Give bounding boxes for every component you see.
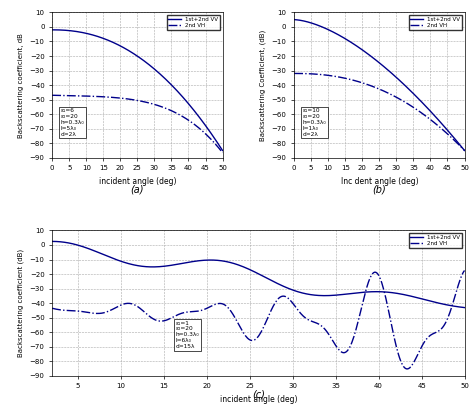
Text: ε₁=6
ε₂=20
h=0.3λ₀
l=5λ₀
d=2λ: ε₁=6 ε₂=20 h=0.3λ₀ l=5λ₀ d=2λ [61,108,84,137]
Text: ε₁=1
ε₂=20
h=0.3λ₀
l=6λ₀
d=15λ: ε₁=1 ε₂=20 h=0.3λ₀ l=6λ₀ d=15λ [176,320,200,349]
1st+2nd VV [292,17,298,22]
Line: 2nd VH: 2nd VH [52,95,223,153]
2nd VH [49,306,55,311]
Line: 2nd VH: 2nd VH [52,271,465,369]
1st+2nd VV [462,305,467,310]
1st+2nd VV [50,27,55,32]
Text: (c): (c) [252,389,265,400]
Line: 1st+2nd VV: 1st+2nd VV [52,242,465,308]
2nd VH [193,123,199,128]
1st+2nd VV [204,125,210,130]
1st+2nd VV [446,129,451,134]
X-axis label: incident angle (deg): incident angle (deg) [99,177,176,186]
2nd VH [404,366,410,371]
Legend: 1st+2nd VV, 2nd VH: 1st+2nd VV, 2nd VH [409,15,462,30]
2nd VH [99,311,105,316]
1st+2nd VV [347,291,353,296]
Line: 2nd VH: 2nd VH [294,74,465,150]
1st+2nd VV [435,117,440,122]
2nd VH [347,344,353,349]
1st+2nd VV [309,292,314,297]
1st+2nd VV [183,260,189,265]
1st+2nd VV [220,148,226,153]
2nd VH [392,94,398,99]
Y-axis label: Backscattering Coefficient, (dB): Backscattering Coefficient, (dB) [260,29,266,141]
1st+2nd VV [193,110,199,115]
2nd VH [462,268,467,273]
Legend: 1st+2nd VV, 2nd VH: 1st+2nd VV, 2nd VH [409,233,462,248]
2nd VH [50,93,55,98]
2nd VH [213,302,219,307]
Line: 1st+2nd VV: 1st+2nd VV [294,20,465,150]
2nd VH [204,133,210,138]
2nd VH [446,133,451,138]
1st+2nd VV [291,17,297,22]
1st+2nd VV [151,66,156,71]
1st+2nd VV [392,74,398,79]
Legend: 1st+2nd VV, 2nd VH: 1st+2nd VV, 2nd VH [167,15,220,30]
2nd VH [435,123,440,128]
1st+2nd VV [150,65,156,70]
2nd VH [462,148,467,153]
1st+2nd VV [154,68,159,73]
1st+2nd VV [393,74,399,79]
1st+2nd VV [213,258,219,263]
1st+2nd VV [49,239,55,244]
1st+2nd VV [349,291,355,296]
2nd VH [393,94,399,99]
2nd VH [291,71,297,76]
Text: ε₁=10
ε₂=20
h=0.3λ₀
l=1λ₀
d=2λ: ε₁=10 ε₂=20 h=0.3λ₀ l=1λ₀ d=2λ [302,108,327,137]
2nd VH [49,93,55,98]
2nd VH [154,102,159,107]
1st+2nd VV [99,252,105,256]
2nd VH [309,319,314,324]
2nd VH [220,150,226,155]
2nd VH [150,102,156,107]
1st+2nd VV [462,148,467,153]
X-axis label: incident angle (deg): incident angle (deg) [219,395,297,404]
X-axis label: Inc dent angle (deg): Inc dent angle (deg) [340,177,418,186]
2nd VH [396,96,401,101]
Text: (b): (b) [373,185,386,195]
2nd VH [183,310,189,315]
1st+2nd VV [49,27,55,32]
Line: 1st+2nd VV: 1st+2nd VV [52,30,223,150]
2nd VH [292,71,298,76]
2nd VH [151,102,156,107]
2nd VH [349,340,355,345]
Y-axis label: Backscattering coefficient, dB: Backscattering coefficient, dB [18,33,24,138]
Y-axis label: Backscattering coefficient (dB): Backscattering coefficient (dB) [18,249,24,357]
1st+2nd VV [396,77,401,82]
Text: (a): (a) [131,185,144,195]
